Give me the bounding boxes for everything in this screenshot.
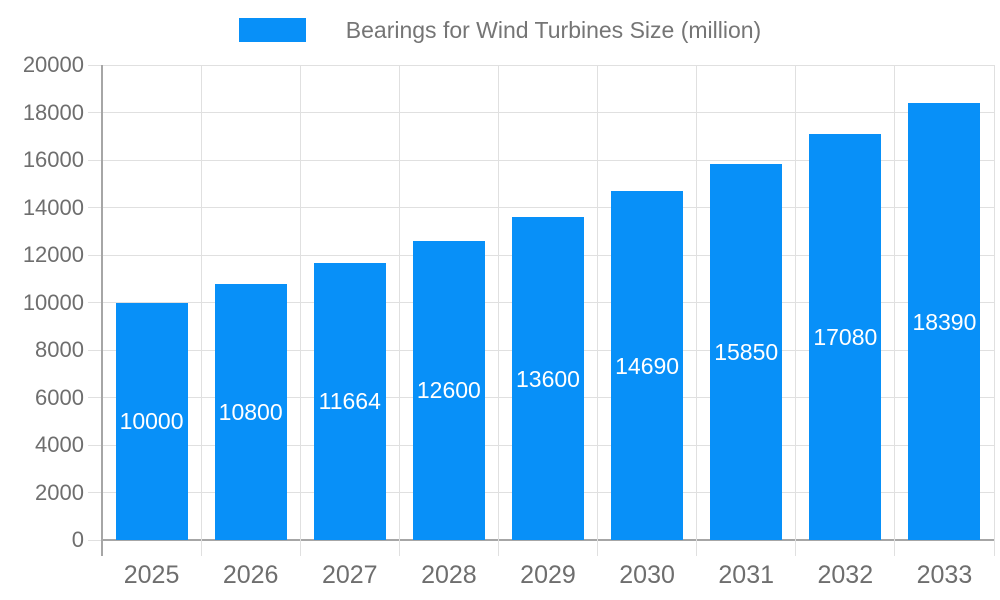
y-axis-tick-label: 2000 <box>35 479 84 505</box>
bar[interactable] <box>214 283 287 540</box>
bar-value-label: 10800 <box>218 398 283 425</box>
y-tick-mark <box>88 397 102 398</box>
y-tick-mark <box>88 64 102 66</box>
gridline-vertical <box>795 65 797 556</box>
bar-value-label: 12600 <box>416 377 481 404</box>
gridline-horizontal <box>102 64 994 66</box>
gridline-vertical <box>398 65 400 556</box>
y-tick-mark <box>88 302 102 303</box>
y-axis-tick-label: 12000 <box>22 242 84 267</box>
bar-value-label: 18390 <box>912 308 977 335</box>
bar-value-label: 10000 <box>119 408 184 435</box>
bar-value-label: 11664 <box>318 388 381 415</box>
y-tick-mark <box>88 254 102 256</box>
x-axis-tick-label: 2028 <box>421 561 477 589</box>
gridline-vertical <box>497 65 499 556</box>
bar[interactable] <box>710 163 783 540</box>
bar[interactable] <box>611 191 684 540</box>
x-axis-tick-label: 2032 <box>817 561 874 589</box>
bar[interactable] <box>512 217 584 540</box>
y-tick-mark <box>88 492 102 493</box>
gridline-horizontal <box>102 112 994 113</box>
x-axis-tick-label: 2033 <box>916 561 973 589</box>
bar-value-label: 17080 <box>813 324 878 351</box>
y-axis-tick-label: 6000 <box>35 384 84 410</box>
y-tick-mark <box>88 112 102 113</box>
y-axis-tick-label: 18000 <box>22 99 84 125</box>
x-axis-tick-label: 2027 <box>321 561 378 589</box>
x-axis-tick-label: 2030 <box>619 561 675 589</box>
y-axis-tick-label: 4000 <box>35 432 84 457</box>
gridline-vertical <box>299 65 301 556</box>
legend[interactable]: Bearings for Wind Turbines Size (million… <box>0 14 1000 46</box>
y-axis-tick-label: 8000 <box>35 337 84 362</box>
legend-swatch <box>238 18 306 42</box>
bar[interactable] <box>115 302 188 540</box>
bar[interactable] <box>809 134 882 540</box>
y-axis-tick-label: 0 <box>71 527 84 552</box>
gridline-vertical <box>597 65 599 556</box>
x-axis-tick-label: 2029 <box>520 561 576 589</box>
x-axis-baseline <box>102 539 994 541</box>
bar-value-label: 15850 <box>714 338 779 365</box>
gridline-vertical <box>894 65 896 556</box>
gridline-vertical <box>200 65 202 556</box>
x-axis-tick-label: 2025 <box>123 561 180 589</box>
bar-value-label: 13600 <box>516 365 580 392</box>
y-axis-tick-label: 20000 <box>22 52 84 77</box>
gridline-horizontal <box>102 159 994 161</box>
bar[interactable] <box>412 240 485 540</box>
bar[interactable] <box>908 103 981 540</box>
y-tick-mark <box>88 207 102 208</box>
y-tick-mark <box>88 349 102 351</box>
y-tick-mark <box>88 539 102 541</box>
y-axis-tick-label: 10000 <box>22 289 84 315</box>
x-axis-tick-label: 2031 <box>718 561 775 589</box>
y-tick-mark <box>88 444 102 446</box>
y-tick-mark <box>88 159 102 161</box>
legend-label: Bearings for Wind Turbines Size (million… <box>345 17 762 43</box>
bar[interactable] <box>313 262 386 540</box>
y-axis-tick-label: 14000 <box>22 194 84 220</box>
y-axis-line <box>101 65 103 556</box>
gridline-vertical <box>993 65 995 556</box>
bar-value-label: 14690 <box>615 352 680 379</box>
gridline-horizontal <box>102 207 994 208</box>
y-axis-tick-label: 16000 <box>22 147 84 172</box>
gridline-vertical <box>696 65 698 556</box>
x-axis-tick-label: 2026 <box>222 561 279 589</box>
